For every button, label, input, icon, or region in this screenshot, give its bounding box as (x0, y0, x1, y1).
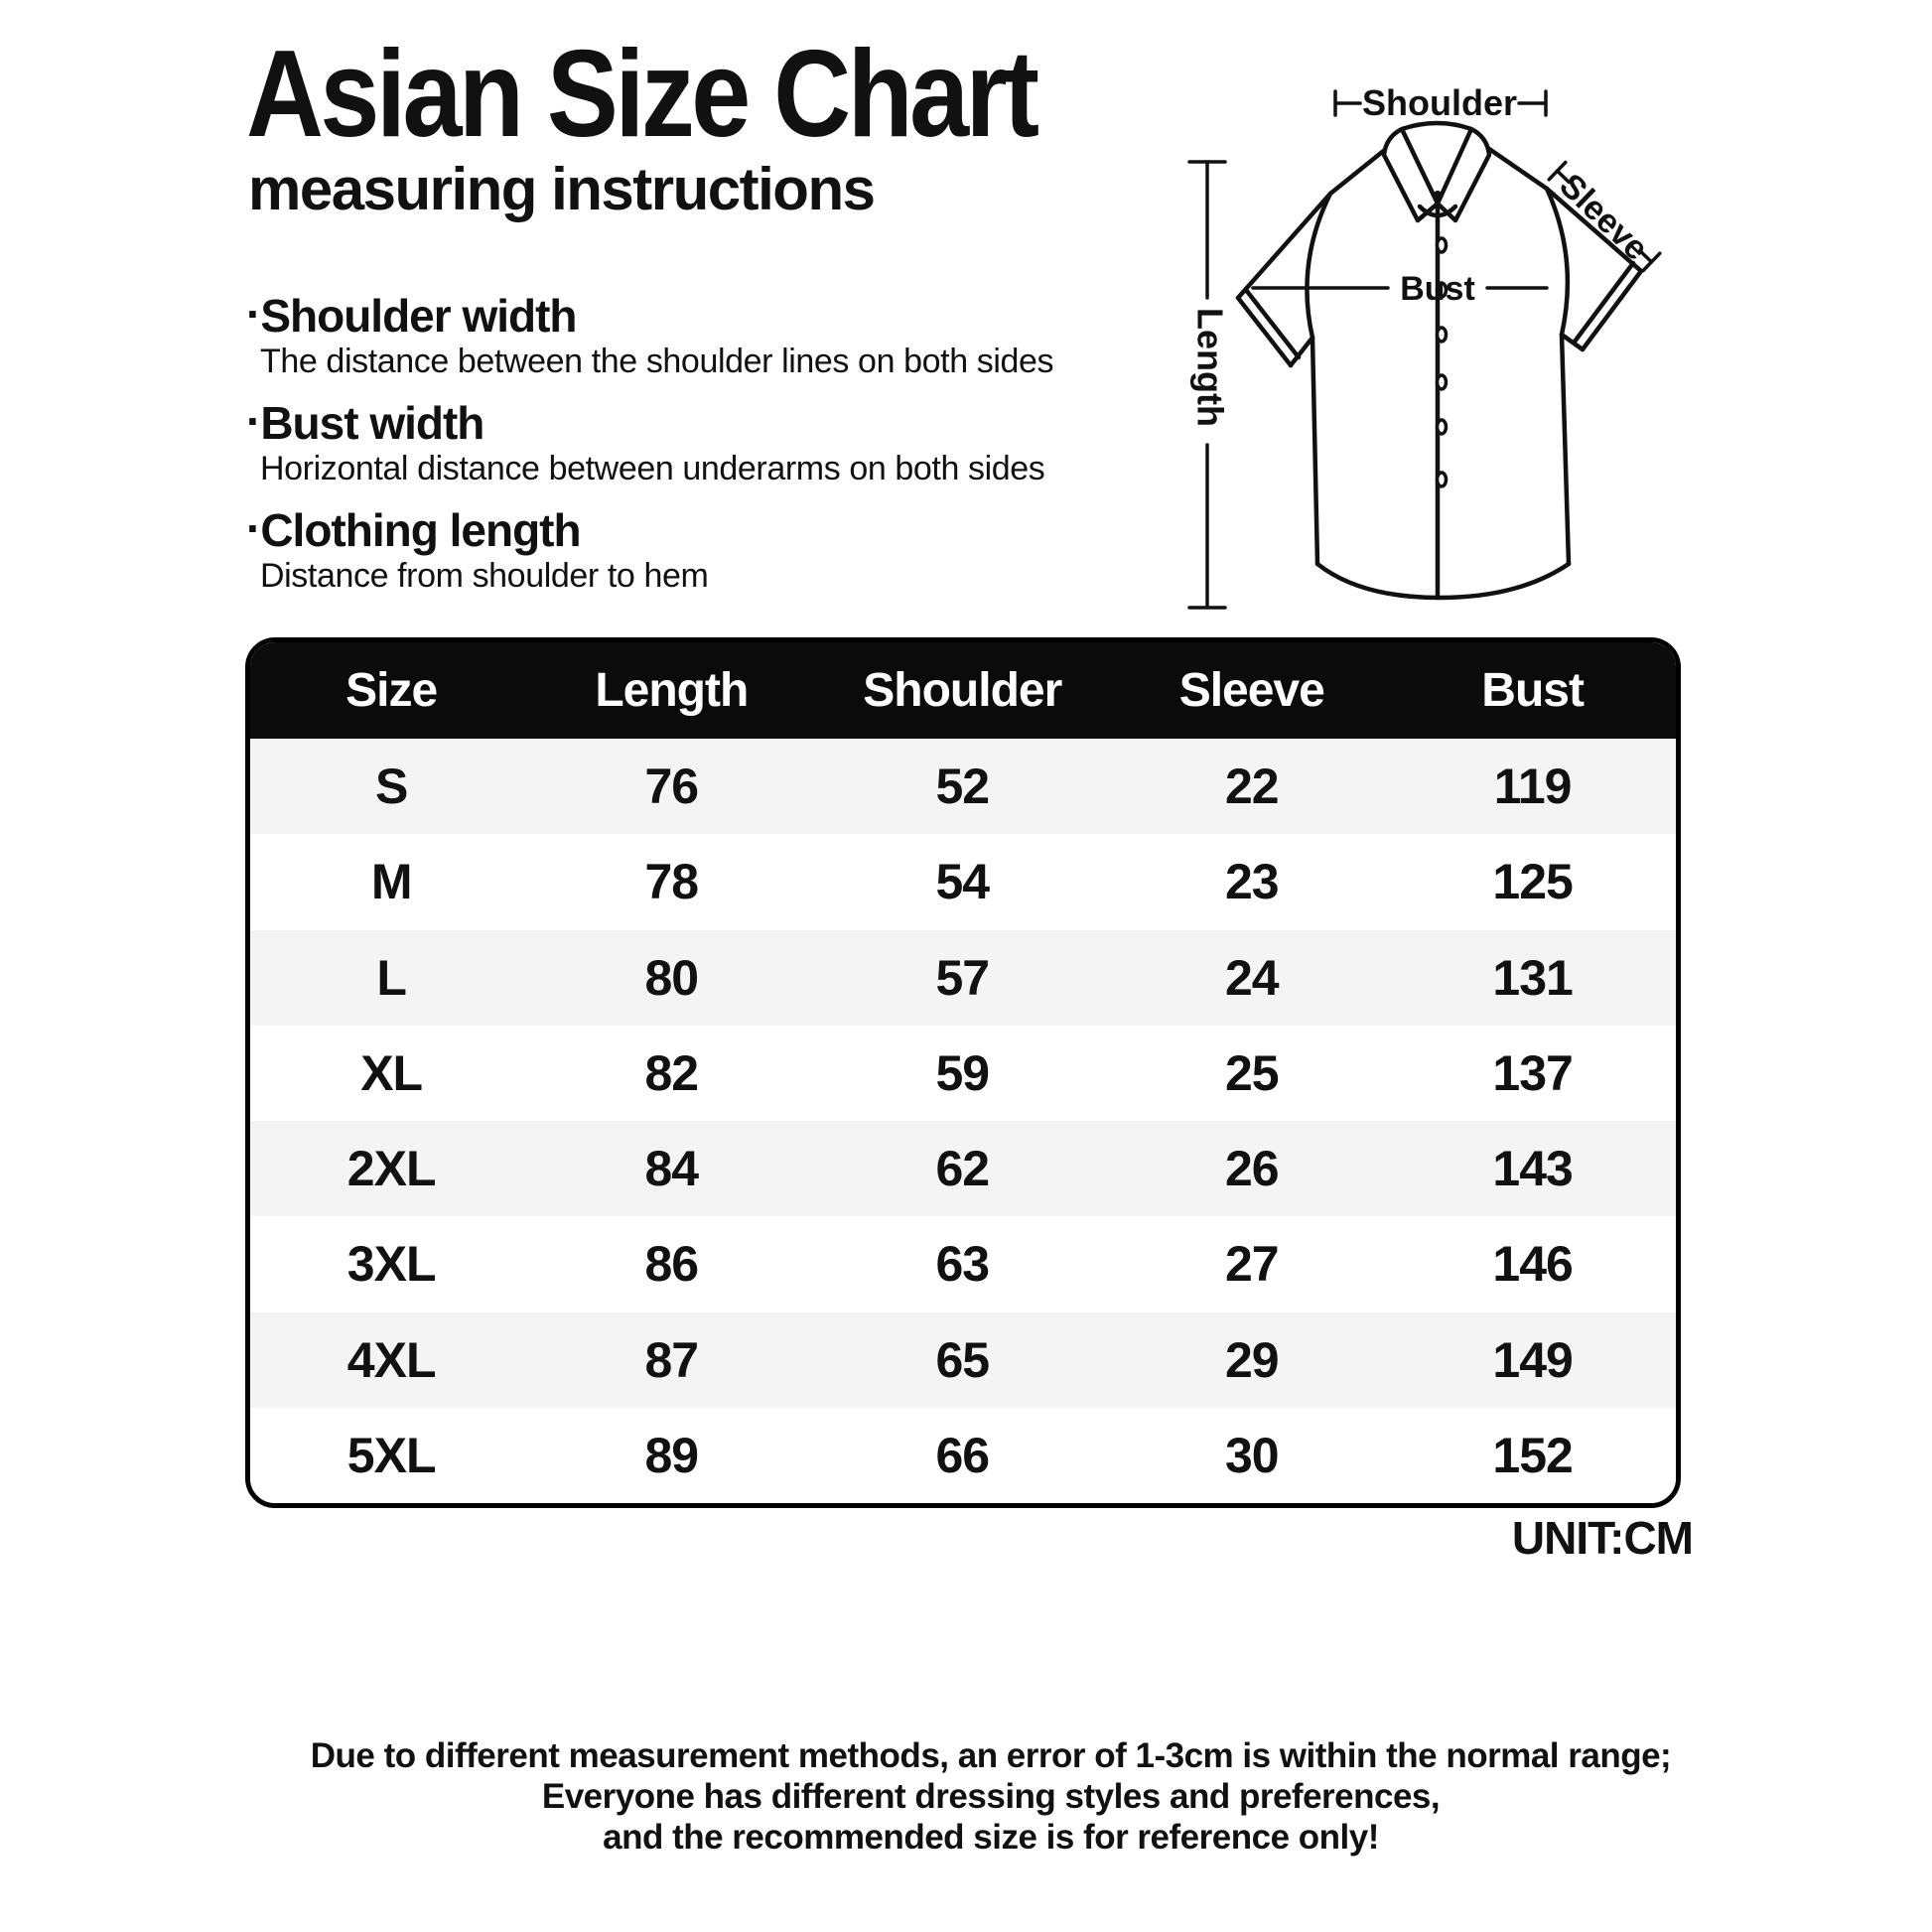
collar-right-wing (1435, 126, 1492, 223)
instruction-description: The distance between the shoulder lines … (260, 343, 1054, 380)
size-cell: 4XL (346, 1331, 437, 1388)
sleeve-measure: Sleeve (1547, 160, 1662, 273)
size-cell: 3XL (346, 1236, 437, 1293)
table-header-row: Size Length Shoulder Sleeve Bust (250, 642, 1676, 739)
length-cell: 87 (644, 1331, 700, 1388)
shoulder-cell: 52 (935, 759, 990, 815)
bust-cell: 131 (1492, 949, 1573, 1006)
collar-left-wing (1381, 126, 1441, 223)
bust-cell: 152 (1492, 1427, 1573, 1483)
collar-button (1434, 191, 1442, 199)
length-cell: 78 (644, 854, 700, 910)
instruction-item-shoulder: ·Shoulder width The distance between the… (246, 288, 1140, 381)
bust-cell: 149 (1492, 1331, 1573, 1388)
table-row: M 78 54 23 125 (250, 834, 1676, 930)
shoulder-cell: 57 (935, 949, 990, 1006)
size-cell: M (370, 854, 413, 910)
measuring-instructions: ·Shoulder width The distance between the… (246, 288, 1140, 610)
disclaimer-line: and the recommended size is for referenc… (603, 1818, 1379, 1857)
shoulder-cell: 54 (935, 854, 990, 910)
bullet-dot: · (246, 395, 261, 447)
instruction-title: ·Shoulder width (246, 288, 1140, 342)
bust-measure-label: Bust (1400, 270, 1475, 308)
length-cell: 76 (644, 759, 700, 815)
column-header-sleeve: Sleeve (1178, 664, 1325, 717)
shirt-button (1435, 471, 1449, 488)
shirt-button (1435, 418, 1449, 436)
unit-label: UNIT:CM (1511, 1512, 1694, 1564)
instruction-title-text: Shoulder width (260, 290, 577, 342)
column-header-bust: Bust (1481, 664, 1585, 717)
size-cell: S (374, 759, 408, 815)
sleeve-cell: 24 (1224, 949, 1280, 1006)
disclaimer-line: Due to different measurement methods, an… (310, 1736, 1672, 1775)
shoulder-measure-label: Shoulder (1362, 82, 1517, 123)
sleeve-cell: 25 (1224, 1044, 1280, 1101)
shirt-button (1435, 373, 1449, 391)
shirt-diagram-svg: Shoulder Length Sleeve (1187, 82, 1662, 610)
table-row: 4XL 87 65 29 149 (250, 1311, 1676, 1408)
size-cell: XL (360, 1044, 423, 1101)
instruction-description: Distance from shoulder to hem (260, 557, 709, 595)
shoulder-cell: 59 (935, 1044, 990, 1101)
bust-measure: Bust (1251, 270, 1549, 308)
table-row: L 80 57 24 131 (250, 929, 1676, 1026)
column-header-size: Size (345, 664, 438, 717)
instruction-description: Horizontal distance between underarms on… (260, 450, 1045, 487)
table-row: 5XL 89 66 30 152 (250, 1407, 1676, 1503)
table-row: XL 82 59 25 137 (250, 1025, 1676, 1121)
instruction-item-length: ·Clothing length Distance from shoulder … (246, 502, 1140, 596)
disclaimer-line: Everyone has different dressing styles a… (541, 1777, 1441, 1816)
sleeve-cell: 29 (1224, 1331, 1280, 1388)
instruction-item-bust: ·Bust width Horizontal distance between … (246, 395, 1140, 488)
length-cell: 80 (644, 949, 700, 1006)
length-cell: 84 (644, 1141, 700, 1197)
length-measure: Length (1187, 160, 1230, 610)
shoulder-measure: Shoulder (1333, 82, 1548, 123)
table-row: 2XL 84 62 26 143 (250, 1121, 1676, 1217)
table-row: 3XL 86 63 27 146 (250, 1216, 1676, 1312)
bust-cell: 146 (1492, 1236, 1573, 1293)
sleeve-cell: 26 (1224, 1141, 1280, 1197)
shirt-button (1435, 281, 1449, 299)
sleeve-cell: 22 (1224, 759, 1280, 815)
footer-disclaimer: Due to different measurement methods, an… (50, 1735, 1932, 1858)
size-table: Size Length Shoulder Sleeve Bust S 76 52… (245, 637, 1681, 1508)
length-cell: 82 (644, 1044, 700, 1101)
sleeve-cell: 27 (1224, 1236, 1280, 1293)
column-header-length: Length (595, 664, 749, 717)
page-subtitle: measuring instructions (248, 156, 876, 222)
bust-cell: 143 (1492, 1141, 1573, 1197)
shirt-button (1435, 326, 1449, 344)
shirt-outline (1235, 120, 1644, 601)
bullet-dot: · (246, 288, 261, 340)
sleeve-cell: 30 (1224, 1427, 1280, 1483)
length-cell: 86 (644, 1236, 700, 1293)
shoulder-cell: 66 (935, 1427, 990, 1483)
table-row: S 76 52 22 119 (250, 739, 1676, 835)
column-header-shoulder: Shoulder (863, 664, 1062, 717)
size-cell: 5XL (346, 1427, 437, 1483)
size-cell: 2XL (346, 1141, 437, 1197)
bullet-dot: · (246, 502, 261, 554)
shirt-buttons (1435, 236, 1449, 488)
sleeve-cell: 23 (1224, 854, 1280, 910)
shirt-button (1435, 236, 1449, 254)
length-measure-label: Length (1189, 308, 1230, 427)
instruction-title-text: Clothing length (260, 504, 581, 556)
bust-cell: 137 (1492, 1044, 1573, 1101)
shoulder-cell: 65 (935, 1331, 990, 1388)
size-cell: L (376, 949, 407, 1006)
bust-cell: 119 (1493, 759, 1573, 815)
instruction-title: ·Clothing length (246, 502, 1140, 556)
shirt-measurement-diagram: Shoulder Length Sleeve (1122, 60, 1757, 625)
bust-cell: 125 (1492, 854, 1573, 910)
instruction-title: ·Bust width (246, 395, 1140, 449)
shoulder-cell: 62 (935, 1141, 990, 1197)
shoulder-cell: 63 (935, 1236, 990, 1293)
instruction-title-text: Bust width (260, 397, 484, 449)
length-cell: 89 (644, 1427, 700, 1483)
page-title: Asian Size Chart (246, 26, 1039, 163)
